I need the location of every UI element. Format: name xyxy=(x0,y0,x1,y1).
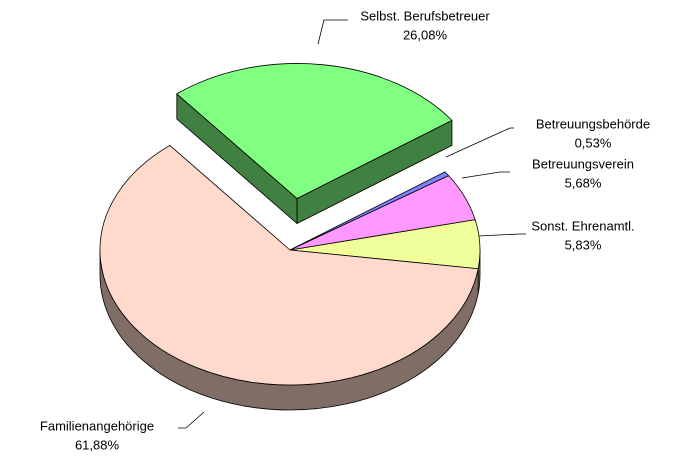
slice-label: Betreuungsbehörde xyxy=(536,116,650,131)
value-label: 5,68% xyxy=(565,175,602,190)
slice-label: Betreuungsverein xyxy=(532,156,634,171)
leader-line xyxy=(461,171,510,179)
value-label: 26,08% xyxy=(403,27,448,42)
leader-line xyxy=(178,411,205,429)
value-label: 5,83% xyxy=(565,237,602,252)
slice xyxy=(99,145,479,386)
leader-line xyxy=(317,19,348,45)
value-label: 61,88% xyxy=(75,437,120,452)
slice-label: Sonst. Ehrenamtl. xyxy=(531,218,634,233)
leader-line xyxy=(445,127,514,158)
slice xyxy=(289,171,449,251)
slice xyxy=(176,63,453,199)
slice-label: Selbst. Berufsbetreuer xyxy=(360,8,490,23)
slice-label: Familienangehörige xyxy=(40,418,154,433)
leader-line xyxy=(477,233,526,237)
value-label: 0,53% xyxy=(575,135,612,150)
